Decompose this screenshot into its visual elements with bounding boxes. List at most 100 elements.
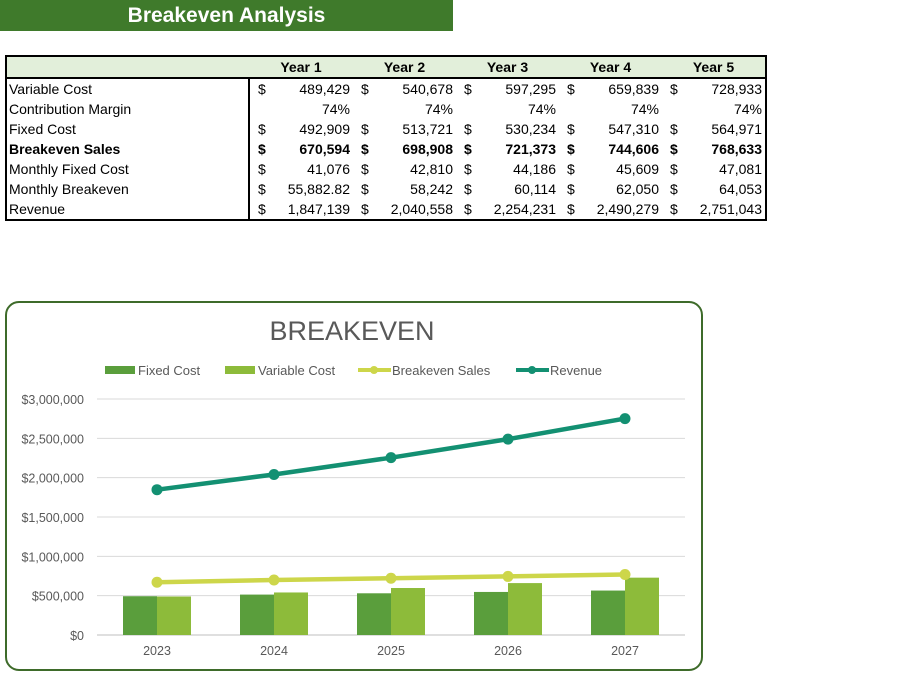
cell-value[interactable]: 744,606	[608, 141, 659, 157]
point-breakeven-sales	[268, 574, 280, 586]
cell-value[interactable]: 42,810	[410, 161, 453, 177]
currency-symbol: $	[670, 141, 678, 157]
table-row: Monthly Breakeven $55,882.82 $58,242 $60,11…	[6, 179, 766, 199]
cell-value[interactable]: 721,373	[505, 141, 556, 157]
bar-variable-cost	[508, 583, 542, 635]
cell-value[interactable]: 47,081	[719, 161, 762, 177]
point-breakeven-sales	[151, 576, 163, 588]
currency-symbol: $	[670, 181, 678, 197]
cell-value[interactable]: 530,234	[505, 121, 556, 137]
legend-label-breakeven-sales: Breakeven Sales	[392, 363, 491, 378]
point-breakeven-sales	[502, 570, 514, 582]
currency-symbol: $	[258, 181, 266, 197]
table-row: Fixed Cost $492,909 $513,721 $530,234 $547,3…	[6, 119, 766, 139]
cell-value[interactable]: 2,040,558	[390, 201, 453, 217]
currency-symbol: $	[567, 141, 575, 157]
point-breakeven-sales	[385, 572, 397, 584]
table-header-row: Year 1 Year 2 Year 3 Year 4 Year 5	[6, 56, 766, 78]
cell-value[interactable]: 74%	[733, 101, 762, 117]
legend-label-revenue: Revenue	[550, 363, 602, 378]
y-tick-label: $2,000,000	[21, 472, 84, 486]
point-revenue	[619, 413, 631, 425]
cell-value[interactable]: 74%	[527, 101, 556, 117]
currency-symbol: $	[464, 121, 472, 137]
row-label: Monthly Breakeven	[6, 179, 250, 199]
cell-value[interactable]: 597,295	[505, 81, 556, 97]
currency-symbol: $	[567, 201, 575, 217]
cell-value[interactable]: 564,971	[711, 121, 762, 137]
currency-symbol: $	[670, 201, 678, 217]
cell-value[interactable]: 64,053	[719, 181, 762, 197]
header-year: Year 5	[692, 59, 735, 75]
currency-symbol: $	[670, 161, 678, 177]
legend-swatch-variable-cost	[225, 366, 255, 374]
currency-symbol: $	[670, 121, 678, 137]
currency-symbol: $	[567, 81, 575, 97]
cell-value[interactable]: 55,882.82	[287, 181, 350, 197]
y-tick-label: $2,500,000	[21, 432, 84, 446]
cell-value[interactable]: 670,594	[299, 141, 350, 157]
currency-symbol: $	[670, 81, 678, 97]
cell-value[interactable]: 41,076	[307, 161, 350, 177]
x-tick-label: 2023	[143, 644, 171, 658]
cell-value[interactable]: 2,490,279	[596, 201, 659, 217]
bar-fixed-cost	[123, 596, 157, 635]
bar-variable-cost	[625, 577, 659, 635]
legend-swatch-fixed-cost	[105, 366, 135, 374]
cell-value[interactable]: 513,721	[402, 121, 453, 137]
cell-value[interactable]: 44,186	[513, 161, 556, 177]
currency-symbol: $	[361, 161, 369, 177]
cell-value[interactable]: 58,242	[410, 181, 453, 197]
currency-symbol: $	[464, 201, 472, 217]
cell-value[interactable]: 698,908	[402, 141, 453, 157]
currency-symbol: $	[258, 201, 266, 217]
cell-value[interactable]: 74%	[321, 101, 350, 117]
header-year: Year 2	[383, 59, 426, 75]
currency-symbol: $	[464, 181, 472, 197]
currency-symbol: $	[361, 201, 369, 217]
chart-title: BREAKEVEN	[269, 316, 434, 346]
currency-symbol: $	[258, 81, 266, 97]
currency-symbol: $	[567, 121, 575, 137]
row-label: Fixed Cost	[6, 119, 250, 139]
cell-value[interactable]: 74%	[630, 101, 659, 117]
row-label: Contribution Margin	[6, 99, 250, 119]
cell-value[interactable]: 547,310	[608, 121, 659, 137]
cell-value[interactable]: 540,678	[402, 81, 453, 97]
cell-value[interactable]: 768,633	[711, 141, 762, 157]
cell-value[interactable]: 659,839	[608, 81, 659, 97]
row-label: Monthly Fixed Cost	[6, 159, 250, 179]
currency-symbol: $	[464, 141, 472, 157]
cell-value[interactable]: 74%	[424, 101, 453, 117]
cell-value[interactable]: 60,114	[514, 181, 556, 197]
cell-value[interactable]: 1,847,139	[287, 201, 350, 217]
y-tick-label: $1,500,000	[21, 511, 84, 525]
point-revenue	[268, 468, 280, 480]
cell-value[interactable]: 492,909	[299, 121, 350, 137]
y-tick-label: $1,000,000	[21, 550, 84, 564]
x-tick-label: 2026	[494, 644, 522, 658]
table-row: Revenue $1,847,139 $2,040,558 $2,254,231 $2,…	[6, 199, 766, 220]
table-row: Monthly Fixed Cost $41,076 $42,810 $44,186 $…	[6, 159, 766, 179]
cell-value[interactable]: 45,609	[616, 161, 659, 177]
cell-value[interactable]: 2,254,231	[493, 201, 556, 217]
currency-symbol: $	[258, 141, 266, 157]
bar-fixed-cost	[240, 594, 274, 635]
currency-symbol: $	[258, 161, 266, 177]
bar-fixed-cost	[357, 593, 391, 635]
breakeven-chart[interactable]	[5, 301, 703, 671]
currency-symbol: $	[567, 161, 575, 177]
x-tick-label: 2024	[260, 644, 288, 658]
cell-value[interactable]: 62,050	[616, 181, 659, 197]
currency-symbol: $	[361, 181, 369, 197]
point-revenue	[385, 452, 397, 464]
y-tick-label: $500,000	[32, 590, 84, 604]
cell-value[interactable]: 728,933	[711, 81, 762, 97]
row-label: Variable Cost	[6, 78, 250, 99]
cell-value[interactable]: 2,751,043	[699, 201, 762, 217]
bar-fixed-cost	[474, 591, 508, 635]
currency-symbol: $	[361, 141, 369, 157]
cell-value[interactable]: 489,429	[299, 81, 350, 97]
bar-variable-cost	[157, 596, 191, 635]
